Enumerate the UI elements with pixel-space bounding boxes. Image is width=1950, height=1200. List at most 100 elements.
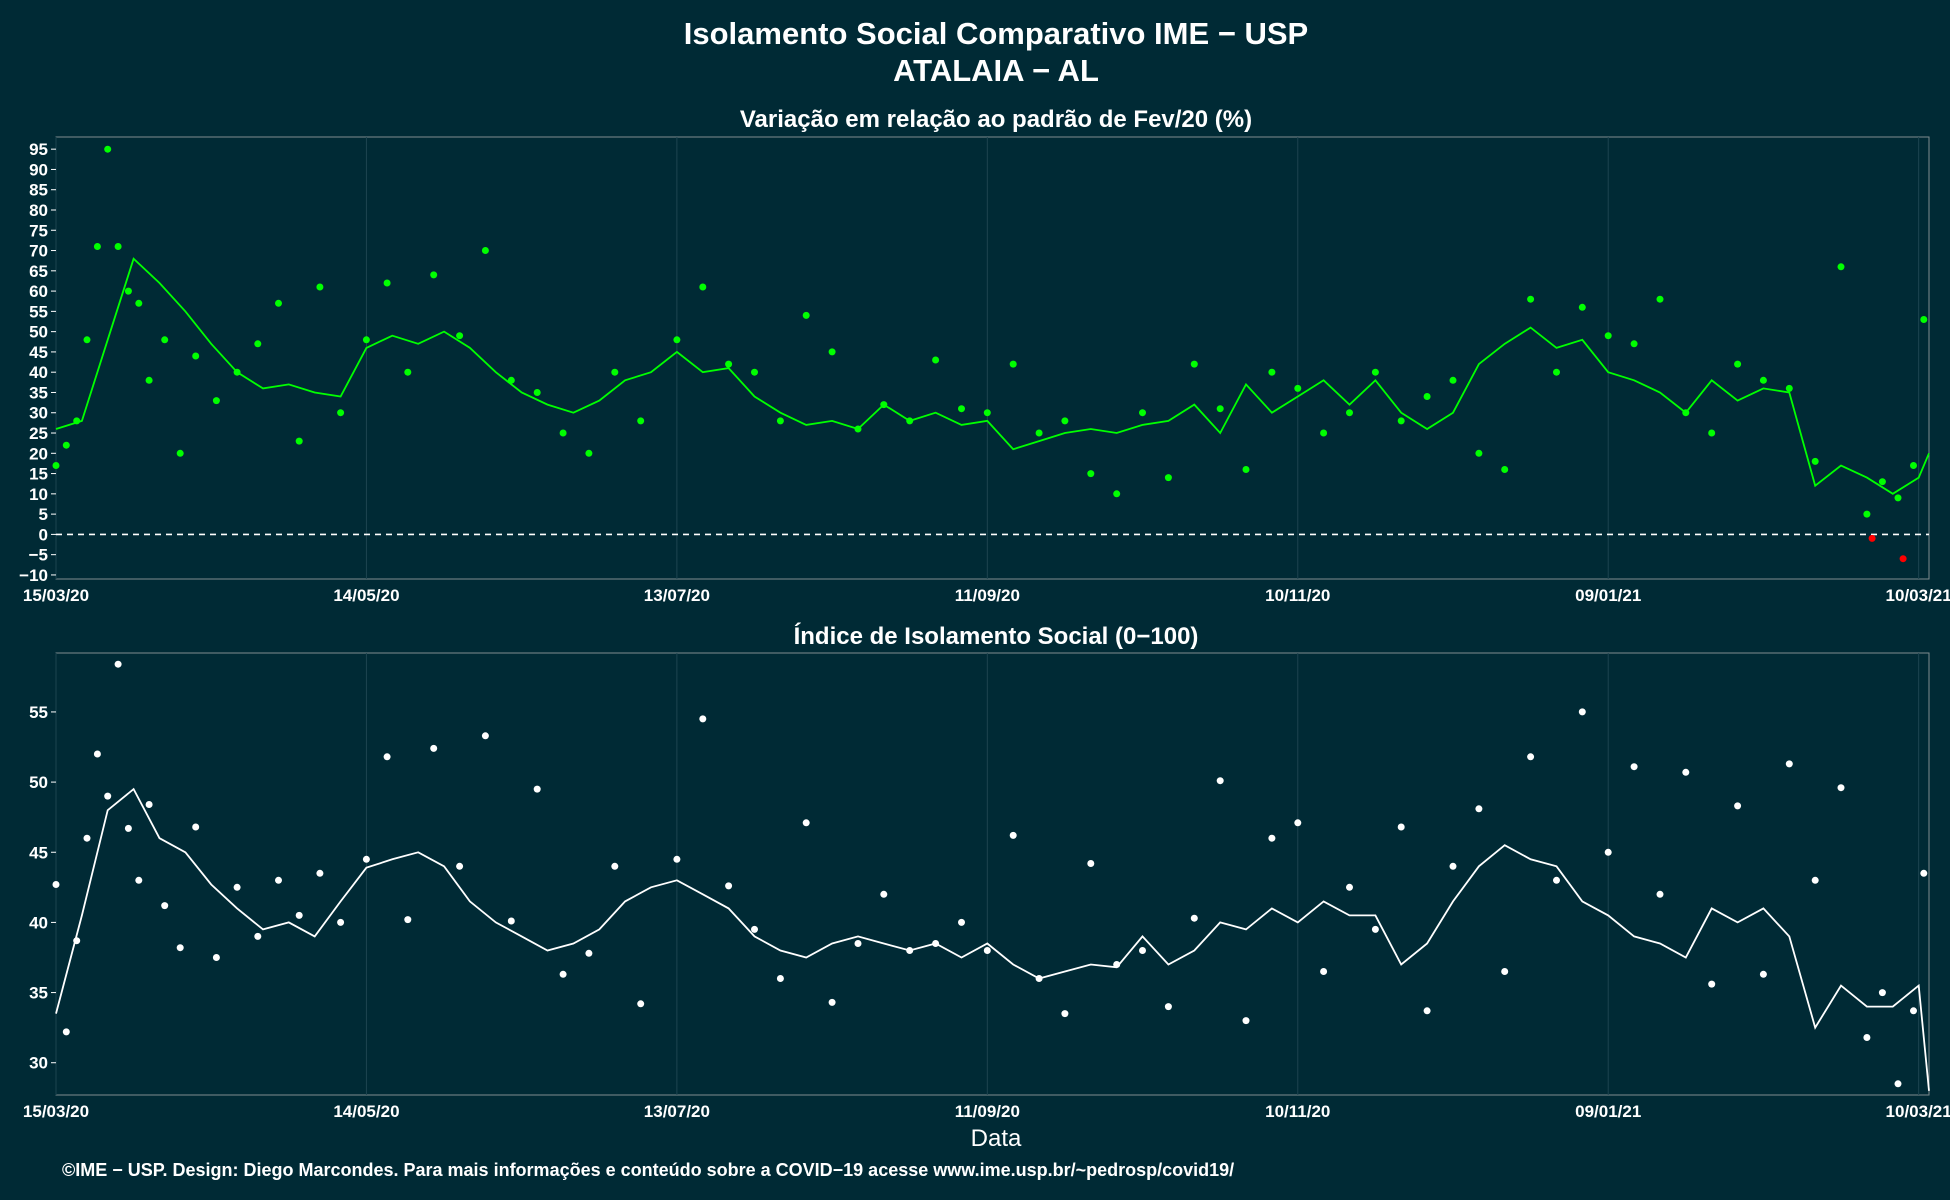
panel1-data-point [1894, 494, 1902, 502]
panel2-y-tick-label: 50 [29, 773, 48, 792]
panel2-data-point [481, 732, 489, 740]
panel1-data-point [1009, 360, 1017, 368]
panel2-data-point [983, 947, 991, 954]
panel1-data-point [1604, 332, 1612, 340]
panel2-data-point [611, 862, 619, 870]
panel2-data-point [1139, 947, 1146, 954]
panel1-data-point [802, 311, 810, 319]
panel1-data-point [1878, 478, 1886, 486]
panel1-x-tick-label: 13/07/20 [644, 586, 710, 605]
panel1-data-point [1242, 466, 1250, 473]
panel2-data-point [404, 916, 412, 924]
panel2-data-point [145, 801, 153, 808]
footer-credit: ©IME − USP. Design: Diego Marcondes. Par… [62, 1160, 1234, 1180]
panel1-data-point [533, 389, 541, 396]
panel2-data-point [1397, 823, 1405, 831]
panel1-y-tick-label: 45 [29, 343, 48, 362]
panel2-data-point [233, 883, 241, 891]
panel2-data-point [52, 881, 60, 888]
panel1-y-tick-label: 15 [29, 465, 48, 484]
panel2-data-point [1785, 760, 1793, 768]
panel1-data-point [212, 397, 220, 405]
panel1-data-point [1656, 295, 1664, 303]
panel1-y-tick-label: 80 [29, 201, 48, 220]
panel1-data-point [673, 336, 681, 344]
panel1-x-tick-label: 11/09/20 [955, 586, 1020, 605]
panel1-data-point [1868, 534, 1876, 542]
panel1-moving-average-line [55, 257, 1930, 495]
panel1-data-point [1268, 368, 1276, 376]
panel1-data-point [585, 449, 593, 457]
panel2-data-point [1294, 819, 1302, 827]
panel1-y-tick-label: −10 [19, 566, 48, 585]
panel1-data-point [176, 449, 184, 457]
panel1-data-point [383, 279, 391, 287]
panel1-data-point [1475, 449, 1483, 457]
panel2-data-point [1894, 1080, 1902, 1088]
panel1-data-point [1734, 360, 1742, 368]
panel2-data-point [135, 876, 143, 884]
panel2-data-point [533, 785, 541, 793]
panel1-data-point [1708, 429, 1716, 437]
panel2-data-point [1009, 831, 1017, 839]
panel1-y-tick-label: 5 [39, 505, 48, 524]
panel1-data-point [1346, 409, 1353, 417]
panel1-y-tick-label: 25 [29, 424, 48, 443]
panel1-data-point [1216, 405, 1224, 413]
panel1-data-point [1397, 417, 1405, 425]
panel1-x-tick-label: 15/03/20 [23, 586, 89, 605]
panel1-data-point [135, 299, 143, 307]
panel1-data-point [1863, 510, 1871, 518]
panel1-data-point [983, 409, 991, 417]
panel2-data-point [958, 918, 965, 926]
panel1-y-tick-label: −5 [29, 546, 48, 565]
figure-subtitle: ATALAIA − AL [893, 53, 1099, 88]
panel1-y-tick-label: 20 [29, 444, 48, 463]
panel1-data-point [362, 336, 370, 344]
panel1-y-tick-label: 65 [29, 262, 48, 281]
panel2-data-point [114, 660, 122, 668]
panel2-data-point [275, 876, 282, 884]
panel2-data-point [776, 975, 784, 982]
panel2-data-point [880, 890, 888, 898]
panel1-x-tick-label: 14/05/20 [333, 586, 399, 605]
panel2-x-tick-label: 10/03/21 [1886, 1102, 1950, 1121]
panel1-data-point [611, 368, 619, 376]
panel1-y-tick-label: 30 [29, 404, 48, 423]
panel2-data-point [362, 855, 370, 863]
panel1-y-tick-label: 75 [29, 221, 48, 240]
panel1-x-tick-label: 10/03/21 [1886, 586, 1950, 605]
panel2-moving-average-line [55, 787, 1930, 1091]
panel1-y-tick-label: 60 [29, 282, 48, 301]
panel2-data-point [1501, 968, 1509, 975]
panel2-data-point [62, 1028, 70, 1036]
panel2-data-point [1920, 869, 1928, 877]
panel2-data-point [1656, 890, 1664, 898]
panel2-y-tick-label: 55 [29, 703, 48, 722]
panel1-marks: 15/03/20 14/05/20 13/07/20 11/09/20 10/11/20… [19, 137, 1950, 605]
panel2-data-point [1423, 1007, 1431, 1015]
panel2-data-point [725, 882, 733, 890]
panel2-data-point [1708, 980, 1716, 988]
panel1-data-point [559, 429, 567, 437]
panel2-x-tick-label: 11/09/20 [955, 1102, 1020, 1121]
panel2-data-point [1087, 860, 1095, 867]
panel1-data-point [828, 348, 836, 356]
panel1-data-point [295, 437, 303, 445]
panel1-x-tick-label: 09/01/21 [1575, 586, 1641, 605]
panel2-data-point [254, 932, 262, 940]
panel2-data-point [1346, 883, 1353, 891]
panel2-x-tick-label: 13/07/20 [644, 1102, 710, 1121]
panel2-data-point [1242, 1017, 1250, 1025]
x-axis-label: Data [971, 1125, 1022, 1152]
panel2-data-point [1863, 1034, 1871, 1041]
panel2-data-point [699, 715, 707, 723]
panel1-data-point [1553, 368, 1560, 376]
panel1-y-tick-label: 70 [29, 242, 48, 261]
panel2-data-point [585, 949, 593, 957]
panel1-data-point [1294, 384, 1302, 392]
panel2-data-point [1449, 862, 1457, 870]
panel2-data-point [93, 750, 101, 758]
